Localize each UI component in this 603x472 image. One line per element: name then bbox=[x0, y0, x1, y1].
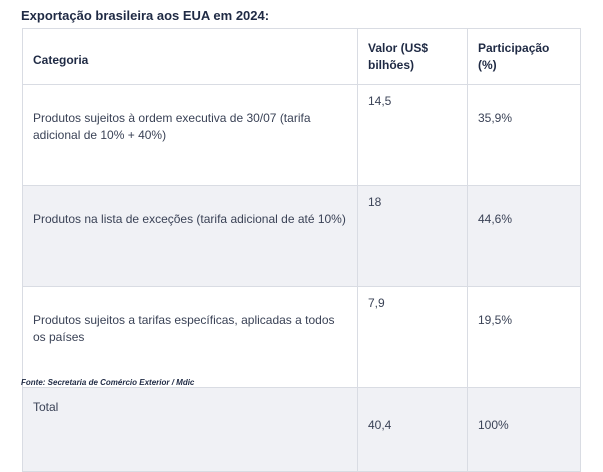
header-categoria: Categoria bbox=[22, 28, 358, 85]
cell-categoria: Total bbox=[22, 387, 358, 472]
table-title: Exportação brasileira aos EUA em 2024: bbox=[21, 8, 270, 23]
cell-valor: 18 bbox=[357, 185, 468, 287]
header-valor: Valor (US$ bilhões) bbox=[357, 28, 468, 85]
cell-valor: 7,9 bbox=[357, 286, 468, 388]
cell-participacao: 100% bbox=[467, 387, 581, 472]
table-row-total: Total 40,4 100% bbox=[22, 387, 581, 472]
cell-valor: 40,4 bbox=[357, 387, 468, 472]
cell-categoria: Produtos na lista de exceções (tarifa ad… bbox=[22, 185, 358, 287]
cell-participacao: 19,5% bbox=[467, 286, 581, 388]
cell-valor: 14,5 bbox=[357, 84, 468, 186]
cell-categoria: Produtos sujeitos a tarifas específicas,… bbox=[22, 286, 358, 388]
source-note: Fonte: Secretaria de Comércio Exterior /… bbox=[21, 378, 195, 387]
cell-categoria: Produtos sujeitos à ordem executiva de 3… bbox=[22, 84, 358, 186]
table-row: Produtos sujeitos a tarifas específicas,… bbox=[22, 286, 581, 388]
table-row: Produtos na lista de exceções (tarifa ad… bbox=[22, 185, 581, 287]
table-header-row: Categoria Valor (US$ bilhões) Participaç… bbox=[22, 28, 581, 85]
cell-participacao: 35,9% bbox=[467, 84, 581, 186]
exports-table: Categoria Valor (US$ bilhões) Participaç… bbox=[22, 28, 581, 472]
header-participacao: Participação (%) bbox=[467, 28, 581, 85]
table-row: Produtos sujeitos à ordem executiva de 3… bbox=[22, 84, 581, 186]
cell-participacao: 44,6% bbox=[467, 185, 581, 287]
